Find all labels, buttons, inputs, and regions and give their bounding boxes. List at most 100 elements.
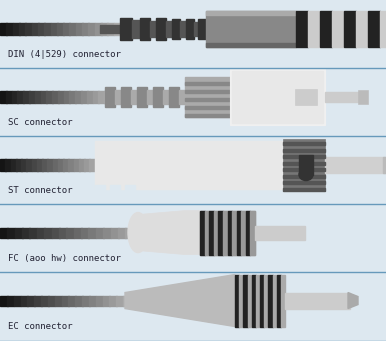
Bar <box>75 91 82 103</box>
Bar <box>185 114 230 117</box>
Bar <box>200 210 255 255</box>
Bar <box>172 18 180 39</box>
Bar <box>153 87 163 106</box>
Bar <box>0 296 7 306</box>
Bar <box>52 159 59 170</box>
Bar <box>32 23 39 34</box>
Bar <box>133 227 141 238</box>
Bar <box>74 227 82 238</box>
Bar <box>89 296 96 306</box>
Text: DIN (4|529) connector: DIN (4|529) connector <box>8 50 121 59</box>
Bar <box>283 188 325 191</box>
Bar <box>296 11 308 47</box>
Bar <box>121 87 131 106</box>
Bar <box>37 227 45 238</box>
Bar <box>19 23 26 34</box>
Bar <box>243 275 247 327</box>
Bar <box>325 92 360 102</box>
Bar <box>131 90 137 104</box>
Bar <box>29 227 37 238</box>
Bar <box>232 71 323 122</box>
Bar <box>14 296 21 306</box>
Bar <box>185 77 230 117</box>
Bar <box>110 227 119 238</box>
Bar <box>46 91 53 103</box>
Bar <box>95 184 105 193</box>
Bar <box>98 91 105 103</box>
Bar <box>205 210 209 255</box>
Bar <box>332 11 344 47</box>
Bar <box>206 11 296 47</box>
Bar <box>186 18 194 39</box>
Bar <box>251 210 255 255</box>
Bar <box>64 91 70 103</box>
Bar <box>44 23 51 34</box>
Bar <box>163 90 169 104</box>
Bar <box>87 91 93 103</box>
Bar <box>281 275 285 327</box>
Bar <box>237 210 241 255</box>
Bar <box>241 210 246 255</box>
Bar <box>0 159 6 170</box>
Bar <box>32 159 37 170</box>
Bar <box>283 155 325 158</box>
Bar <box>283 181 325 184</box>
Bar <box>26 159 32 170</box>
Bar <box>283 138 325 191</box>
Bar <box>140 227 148 238</box>
Bar <box>255 225 305 240</box>
Text: FC (aoo hw) connector: FC (aoo hw) connector <box>8 254 121 263</box>
Bar <box>35 91 41 103</box>
Bar <box>88 227 96 238</box>
Bar <box>103 227 111 238</box>
Bar <box>69 91 76 103</box>
Bar <box>100 25 160 32</box>
Bar <box>114 23 121 34</box>
Bar <box>17 91 24 103</box>
Bar <box>223 210 227 255</box>
Bar <box>81 227 89 238</box>
Bar <box>7 227 15 238</box>
Bar <box>125 227 133 238</box>
Bar <box>6 91 12 103</box>
Bar <box>268 275 273 327</box>
Bar <box>185 98 230 101</box>
Bar <box>93 91 99 103</box>
Bar <box>20 296 28 306</box>
Bar <box>15 227 23 238</box>
Bar <box>264 275 268 327</box>
Bar <box>358 90 368 104</box>
Bar <box>90 159 95 170</box>
Text: SC connector: SC connector <box>8 118 73 127</box>
Bar <box>169 87 179 106</box>
Polygon shape <box>125 275 235 327</box>
Bar <box>273 275 277 327</box>
Bar <box>227 210 232 255</box>
Bar <box>57 23 64 34</box>
Bar <box>29 91 36 103</box>
Bar <box>299 154 313 175</box>
Bar <box>69 23 76 34</box>
Bar <box>166 20 172 36</box>
Bar <box>76 23 83 34</box>
Bar <box>283 175 325 178</box>
Bar <box>214 210 218 255</box>
Bar <box>22 227 30 238</box>
Bar <box>260 275 264 327</box>
Bar <box>283 162 325 165</box>
Bar <box>62 296 69 306</box>
Bar <box>23 91 30 103</box>
Bar <box>110 91 117 103</box>
Bar <box>52 91 59 103</box>
Bar <box>320 11 332 47</box>
Bar <box>185 81 230 85</box>
Bar <box>68 296 76 306</box>
Bar <box>55 296 62 306</box>
Bar <box>125 184 135 193</box>
Bar <box>68 159 74 170</box>
Bar <box>246 210 251 255</box>
Bar <box>82 23 89 34</box>
Bar <box>356 11 368 47</box>
Bar <box>81 91 88 103</box>
Bar <box>52 227 59 238</box>
